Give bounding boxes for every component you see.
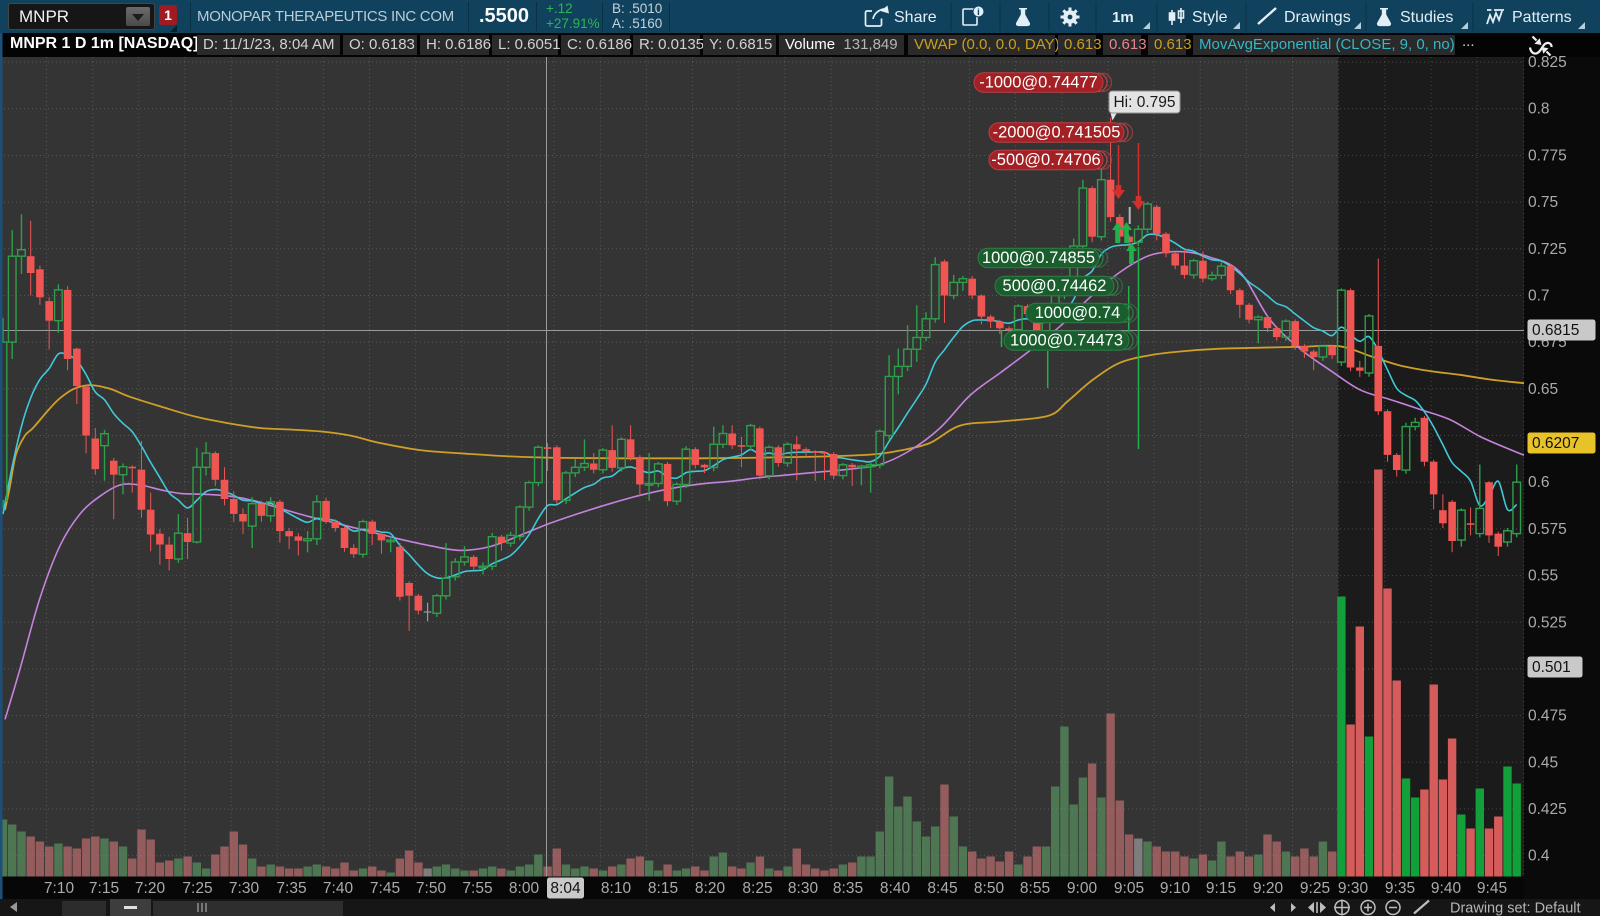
svg-text:0.575: 0.575 — [1528, 521, 1567, 538]
svg-text:-1000@0.74477: -1000@0.74477 — [979, 74, 1098, 92]
svg-text:0.4: 0.4 — [1528, 848, 1550, 865]
svg-text:0.525: 0.525 — [1528, 614, 1567, 631]
svg-text:0.825: 0.825 — [1528, 54, 1567, 71]
svg-text:0.7: 0.7 — [1528, 288, 1550, 305]
svg-text:-2000@0.741505: -2000@0.741505 — [993, 124, 1121, 142]
svg-text:9:00: 9:00 — [1067, 880, 1098, 897]
svg-text:0.8: 0.8 — [1528, 101, 1550, 118]
svg-text:1000@0.74: 1000@0.74 — [1035, 304, 1121, 322]
svg-text:9:45: 9:45 — [1477, 880, 1507, 897]
svg-text:500@0.74462: 500@0.74462 — [1003, 277, 1107, 295]
svg-text:Style: Style — [1192, 9, 1228, 26]
svg-text:8:35: 8:35 — [833, 880, 863, 897]
svg-text:8:20: 8:20 — [695, 880, 726, 897]
svg-text:0.775: 0.775 — [1528, 147, 1567, 164]
svg-text:7:50: 7:50 — [416, 880, 447, 897]
svg-text:8:30: 8:30 — [788, 880, 819, 897]
svg-text:0.475: 0.475 — [1528, 708, 1567, 725]
svg-text:0.55: 0.55 — [1528, 568, 1558, 585]
svg-text:1000@0.74473: 1000@0.74473 — [1010, 332, 1123, 350]
svg-text:9:20: 9:20 — [1253, 880, 1284, 897]
svg-text:8:25: 8:25 — [742, 880, 772, 897]
svg-text:8:45: 8:45 — [927, 880, 957, 897]
svg-text:8:40: 8:40 — [880, 880, 911, 897]
svg-text:7:40: 7:40 — [323, 880, 354, 897]
svg-text:9:15: 9:15 — [1206, 880, 1236, 897]
svg-text:0.501: 0.501 — [1532, 659, 1571, 676]
svg-text:7:25: 7:25 — [182, 880, 212, 897]
svg-text:0.6207: 0.6207 — [1532, 435, 1579, 452]
svg-text:0.65: 0.65 — [1528, 381, 1558, 398]
svg-text:0.6815: 0.6815 — [1532, 322, 1579, 339]
svg-text:8:55: 8:55 — [1020, 880, 1050, 897]
svg-text:9:30: 9:30 — [1338, 880, 1369, 897]
svg-text:0.45: 0.45 — [1528, 754, 1558, 771]
svg-text:7:10: 7:10 — [44, 880, 75, 897]
svg-text:9:05: 9:05 — [1114, 880, 1144, 897]
svg-text:i: i — [977, 7, 980, 18]
svg-text:9:10: 9:10 — [1160, 880, 1191, 897]
svg-text:Share: Share — [894, 9, 937, 26]
svg-text:8:50: 8:50 — [974, 880, 1005, 897]
svg-text:9:25: 9:25 — [1300, 880, 1330, 897]
svg-text:0.75: 0.75 — [1528, 194, 1558, 211]
svg-text:7:45: 7:45 — [370, 880, 400, 897]
svg-text:7:55: 7:55 — [462, 880, 492, 897]
svg-text:9:35: 9:35 — [1385, 880, 1415, 897]
svg-text:0.425: 0.425 — [1528, 801, 1567, 818]
svg-text:0.725: 0.725 — [1528, 241, 1567, 258]
svg-text:7:35: 7:35 — [276, 880, 306, 897]
svg-text:Patterns: Patterns — [1512, 9, 1572, 26]
svg-text:7:30: 7:30 — [229, 880, 260, 897]
svg-text:8:00: 8:00 — [509, 880, 540, 897]
svg-text:Hi: 0.795: Hi: 0.795 — [1113, 94, 1175, 111]
svg-text:8:04: 8:04 — [550, 880, 581, 897]
svg-text:8:10: 8:10 — [601, 880, 632, 897]
svg-text:Drawings: Drawings — [1284, 9, 1351, 26]
svg-text:9:40: 9:40 — [1431, 880, 1462, 897]
svg-text:Drawing set: Default: Drawing set: Default — [1450, 901, 1581, 916]
svg-text:8:15: 8:15 — [648, 880, 678, 897]
svg-text:1m: 1m — [1112, 9, 1134, 26]
svg-text:Studies: Studies — [1400, 9, 1453, 26]
svg-text:-500@0.74706: -500@0.74706 — [991, 151, 1100, 169]
svg-text:0.6: 0.6 — [1528, 474, 1550, 491]
svg-text:7:20: 7:20 — [135, 880, 166, 897]
svg-text:1000@0.74855: 1000@0.74855 — [982, 249, 1095, 267]
svg-text:7:15: 7:15 — [89, 880, 119, 897]
